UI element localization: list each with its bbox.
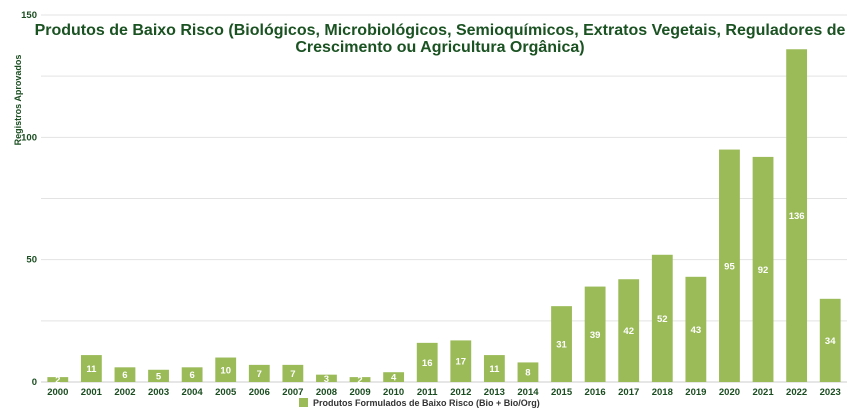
bar xyxy=(47,377,69,382)
x-tick-label: 2010 xyxy=(383,387,404,398)
y-tick-label: 50 xyxy=(26,255,37,266)
bar-value-label: 17 xyxy=(456,357,467,368)
x-tick-label: 2021 xyxy=(752,387,774,398)
bar xyxy=(819,298,841,382)
bar xyxy=(349,377,371,382)
bar xyxy=(282,364,304,382)
bar-value-label: 31 xyxy=(556,340,567,351)
bar xyxy=(551,306,572,382)
x-tick-label: 2018 xyxy=(652,387,673,398)
x-tick-label: 2015 xyxy=(551,387,573,398)
x-tick-label: 2012 xyxy=(450,387,471,398)
bar xyxy=(215,357,237,382)
bar-value-label: 11 xyxy=(86,364,97,375)
bar xyxy=(248,364,270,382)
y-tick-label: 0 xyxy=(32,377,37,388)
bar xyxy=(383,372,405,382)
x-tick-label: 2009 xyxy=(349,387,370,398)
bar-value-label: 8 xyxy=(525,368,530,379)
bar-value-label: 2 xyxy=(55,375,60,386)
bar xyxy=(752,156,774,382)
bar xyxy=(483,355,505,382)
y-axis-label: Registros Aprovados xyxy=(13,55,23,146)
bar-value-label: 95 xyxy=(724,261,735,272)
bar-layer: 2 11 6 5 6 10 7 7 3 2 4 16 17 11 8 31 39 42 52 43 95 92 136 34 xyxy=(47,49,841,386)
bar xyxy=(148,369,169,382)
x-tick-label: 2008 xyxy=(316,387,337,398)
bar xyxy=(786,49,808,383)
bar xyxy=(651,254,673,382)
bar-value-label: 52 xyxy=(657,314,668,325)
legend-label: Produtos Formulados de Baixo Risco (Bio … xyxy=(313,398,540,408)
bar xyxy=(316,374,337,382)
bar-value-label: 11 xyxy=(489,364,500,375)
legend: Produtos Formulados de Baixo Risco (Bio … xyxy=(299,398,540,408)
bar xyxy=(685,276,707,382)
x-tick-label: 2016 xyxy=(585,387,606,398)
bar-value-label: 6 xyxy=(189,370,194,381)
bar-value-label: 3 xyxy=(324,374,329,385)
x-tick-label: 2011 xyxy=(417,387,438,398)
bar-value-label: 4 xyxy=(391,373,397,384)
bar-value-label: 16 xyxy=(422,358,433,369)
bar xyxy=(181,367,203,382)
bar xyxy=(517,362,539,382)
bar-value-label: 10 xyxy=(220,365,231,376)
x-tick-label: 2007 xyxy=(282,387,303,398)
x-tick-label: 2019 xyxy=(685,387,706,398)
bar xyxy=(114,367,136,382)
y-tick-label: 100 xyxy=(21,132,37,143)
bar xyxy=(719,149,740,382)
bar xyxy=(450,340,472,382)
bar xyxy=(80,355,102,382)
bar xyxy=(618,279,640,382)
axis-layer: 0 50 100 150 2000 2001 2002 2003 2004 2005 2006 200… xyxy=(21,10,841,398)
bar-value-label: 6 xyxy=(122,370,127,381)
bar-value-label: 5 xyxy=(156,371,162,382)
bar-value-label: 136 xyxy=(789,211,805,222)
bar-value-label: 43 xyxy=(691,325,702,336)
bar-value-label: 2 xyxy=(357,375,362,386)
x-tick-label: 2005 xyxy=(215,387,237,398)
x-tick-label: 2002 xyxy=(114,387,135,398)
chart-title-line-2: Crescimento ou Agricultura Orgânica) xyxy=(295,39,584,56)
grid-layer xyxy=(41,14,847,383)
x-tick-label: 2006 xyxy=(249,387,270,398)
x-tick-label: 2000 xyxy=(47,387,68,398)
bar-value-label: 42 xyxy=(623,326,634,337)
bar-value-label: 7 xyxy=(290,369,295,380)
bar-value-label: 92 xyxy=(758,265,769,276)
x-tick-label: 2014 xyxy=(517,387,539,398)
x-tick-label: 2003 xyxy=(148,387,169,398)
x-tick-label: 2001 xyxy=(81,387,103,398)
bar xyxy=(584,286,606,382)
y-tick-label: 150 xyxy=(21,10,37,21)
bar xyxy=(416,342,438,382)
bar-value-label: 39 xyxy=(590,330,601,341)
legend-swatch xyxy=(299,398,308,407)
x-tick-label: 2017 xyxy=(618,387,639,398)
bar-value-label: 7 xyxy=(257,369,262,380)
x-tick-label: 2020 xyxy=(719,387,740,398)
x-tick-label: 2013 xyxy=(484,387,505,398)
x-tick-label: 2022 xyxy=(786,387,807,398)
bar-value-label: 34 xyxy=(825,336,836,347)
chart-title-line-1: Produtos de Baixo Risco (Biológicos, Mic… xyxy=(35,22,846,39)
x-tick-label: 2023 xyxy=(820,387,841,398)
x-tick-label: 2004 xyxy=(182,387,204,398)
